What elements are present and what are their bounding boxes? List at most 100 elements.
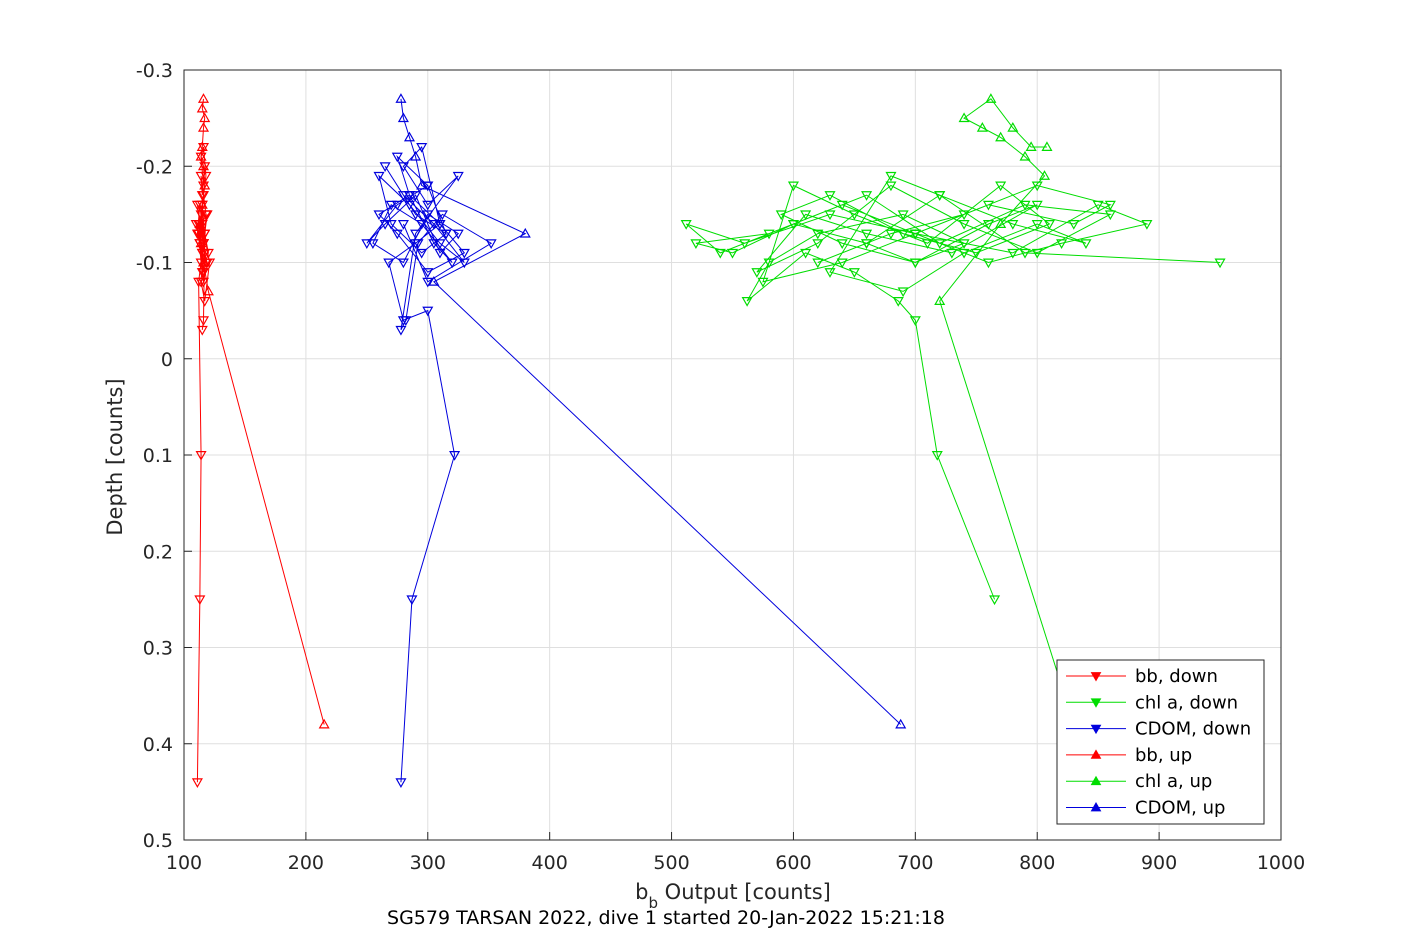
legend-item: CDOM, down	[1066, 719, 1251, 740]
series-chl-a-up	[934, 93, 1080, 729]
series-line	[366, 145, 493, 783]
data-point	[361, 239, 373, 249]
data-point	[440, 229, 452, 240]
data-point	[200, 210, 212, 221]
data-point	[1068, 220, 1080, 230]
y-tick-label: 0	[161, 349, 173, 371]
data-point	[848, 210, 860, 221]
data-point	[1019, 200, 1031, 211]
data-point	[422, 277, 434, 288]
x-tick-label: 1000	[1257, 852, 1305, 874]
data-point	[985, 93, 997, 103]
x-tick-label: 400	[532, 852, 568, 874]
data-point	[800, 248, 812, 259]
data-point	[196, 191, 208, 201]
data-point	[434, 248, 446, 259]
x-tick-label: 100	[166, 852, 202, 874]
data-point	[714, 248, 726, 259]
data-point	[379, 220, 391, 230]
data-point	[197, 93, 210, 103]
data-point	[403, 200, 416, 211]
data-point	[416, 179, 428, 190]
data-point	[1031, 200, 1043, 211]
data-point	[1043, 220, 1055, 230]
data-point	[391, 229, 403, 240]
data-point	[976, 122, 988, 132]
data-point	[909, 316, 921, 326]
data-point	[196, 102, 208, 113]
data-point	[403, 131, 416, 142]
data-point	[1019, 150, 1031, 161]
data-point	[763, 229, 775, 240]
data-point	[751, 268, 763, 278]
x-axis-label-main: b	[635, 880, 648, 904]
data-point	[434, 220, 446, 230]
x-axis-ticks: 100 200 300 400 500 600 700 800 900 1000	[166, 832, 1305, 874]
data-point	[202, 248, 214, 259]
data-point	[410, 229, 422, 240]
data-point	[995, 131, 1007, 142]
legend-item: chl a, up	[1066, 771, 1212, 792]
data-point	[400, 316, 412, 326]
data-point	[422, 268, 434, 278]
data-point	[824, 191, 836, 201]
data-point	[958, 112, 970, 123]
data-point	[397, 112, 409, 123]
series-cdom-up	[395, 93, 907, 729]
data-point	[885, 229, 897, 240]
data-point	[410, 150, 422, 161]
data-point	[958, 220, 970, 230]
data-point	[958, 239, 970, 249]
x-tick-label: 500	[653, 852, 689, 874]
y-tick-label: 0.2	[143, 541, 173, 563]
data-point	[367, 239, 379, 249]
data-point	[410, 191, 422, 201]
series-layer	[190, 93, 1226, 788]
data-point	[485, 239, 497, 249]
legend-marker	[1090, 749, 1102, 759]
data-point	[403, 191, 416, 201]
data-point	[812, 258, 824, 269]
data-point	[416, 248, 428, 259]
data-point	[199, 229, 211, 240]
data-point	[982, 220, 995, 230]
data-point	[397, 162, 409, 172]
data-point	[196, 199, 208, 209]
data-point	[848, 268, 860, 278]
legend-marker	[1090, 724, 1102, 735]
data-point	[1039, 170, 1051, 180]
x-axis-label-rest: Output [counts]	[658, 880, 831, 904]
data-point	[895, 718, 907, 729]
data-point	[199, 297, 211, 307]
data-point	[946, 248, 958, 259]
data-point	[383, 258, 395, 269]
data-point	[1007, 220, 1019, 230]
data-point	[395, 325, 407, 336]
data-point	[422, 200, 434, 211]
data-point	[191, 229, 203, 240]
data-point	[885, 181, 897, 192]
data-point	[458, 248, 470, 259]
data-point	[1214, 258, 1226, 269]
legend-item: chl a, down	[1066, 692, 1238, 713]
data-point	[197, 256, 210, 267]
data-point	[726, 248, 739, 259]
data-point	[434, 239, 446, 249]
data-point	[1104, 210, 1116, 221]
data-point	[519, 227, 531, 238]
legend-item: CDOM, up	[1066, 798, 1225, 819]
data-point	[982, 200, 995, 211]
data-point	[385, 220, 397, 230]
dive-caption: SG579 TARSAN 2022, dive 1 started 20-Jan…	[387, 907, 945, 929]
data-point	[690, 239, 702, 249]
data-point	[406, 595, 418, 606]
data-point	[861, 229, 873, 240]
data-point	[775, 210, 787, 221]
legend: bb, down chl a, down CDOM, down bb, up chl a…	[1056, 659, 1265, 825]
data-point	[897, 210, 909, 221]
data-point	[995, 218, 1007, 228]
x-tick-label: 900	[1141, 852, 1177, 874]
data-point	[191, 778, 203, 788]
data-point	[196, 268, 208, 278]
